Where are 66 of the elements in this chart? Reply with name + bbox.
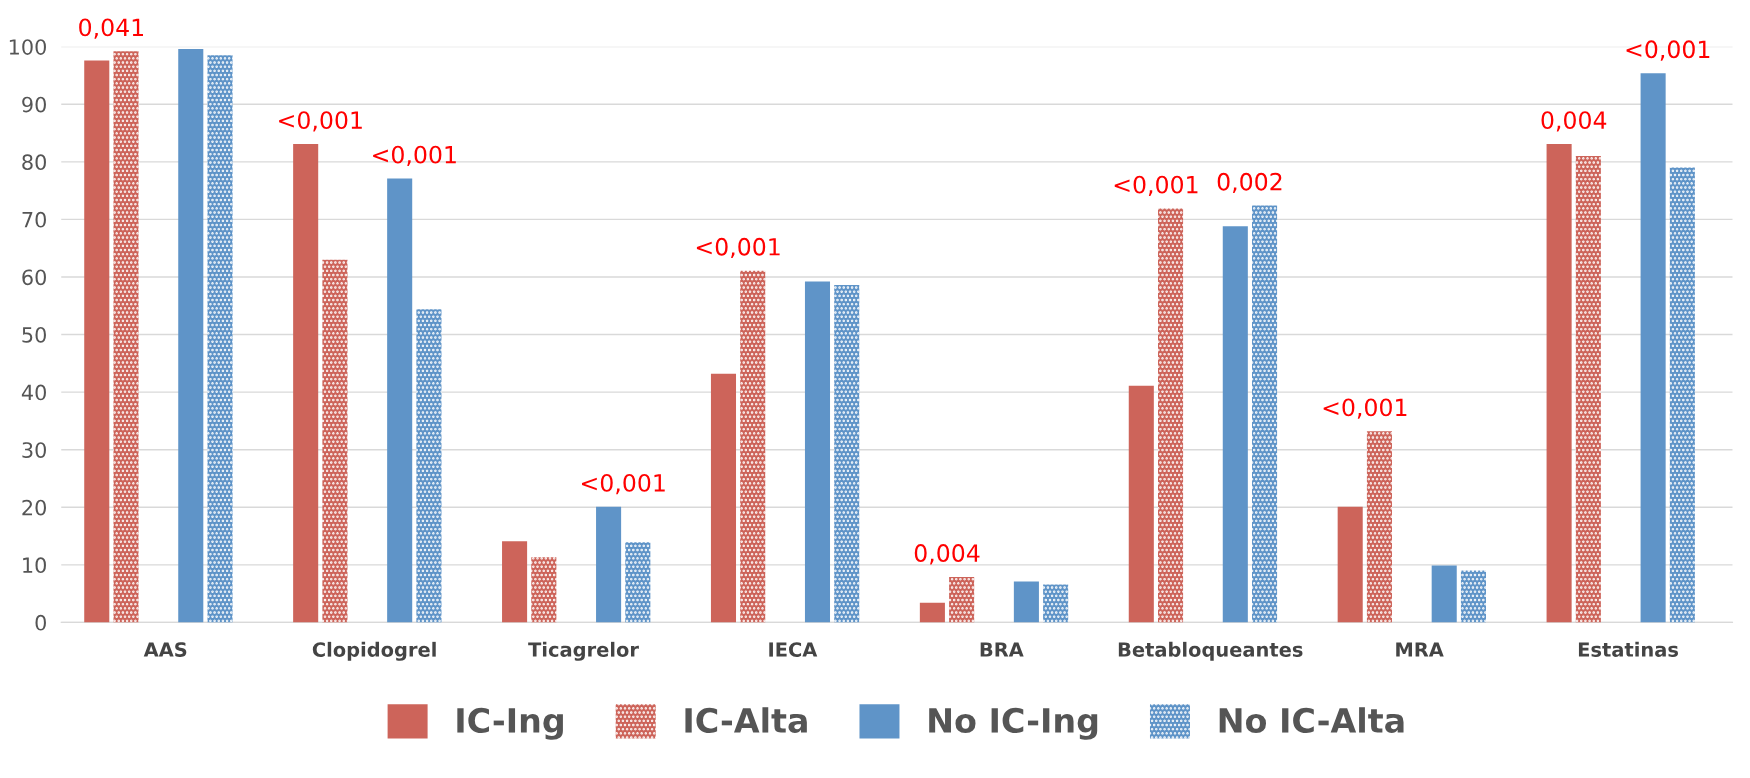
y-tick-label: 70 <box>22 211 46 228</box>
bar <box>1546 143 1572 623</box>
bar <box>1460 570 1486 623</box>
bar <box>1640 73 1666 623</box>
bar <box>625 542 651 623</box>
bar <box>740 270 766 623</box>
x-tick-label: Ticagrelor <box>528 641 639 661</box>
bar <box>1222 226 1248 623</box>
x-tick-label: MRA <box>1396 642 1444 657</box>
bar <box>1158 208 1184 623</box>
bar <box>1043 584 1069 623</box>
annotation: <0,001 <box>279 111 362 132</box>
bar <box>804 281 831 623</box>
bar <box>113 51 139 623</box>
bar <box>710 373 737 623</box>
annotation: <0,001 <box>1114 175 1198 196</box>
legend-label: IC-Alta <box>685 707 807 734</box>
legend-label: No IC-Alta <box>1219 707 1404 734</box>
y-tick-label: 50 <box>22 326 46 343</box>
bar <box>834 285 860 623</box>
y-tick-label: 100 <box>9 39 46 55</box>
x-tick-label: Betabloqueantes <box>1118 641 1303 661</box>
y-tick-label: 0 <box>35 614 46 631</box>
bar <box>1013 581 1039 623</box>
y-tick-label: 10 <box>23 557 46 574</box>
x-tick-label: BRA <box>980 642 1024 657</box>
annotation: <0,001 <box>373 145 456 166</box>
bar <box>919 602 945 623</box>
bar <box>596 506 622 623</box>
text: 0,041 <box>79 18 143 39</box>
y-tick-label: 90 <box>22 96 46 113</box>
bar <box>531 557 557 623</box>
annotation: 0,004 <box>1541 111 1607 132</box>
annotation: <0,001 <box>1323 398 1407 419</box>
x-tick-label: AAS <box>143 642 187 657</box>
bar <box>1669 167 1695 623</box>
bar <box>84 60 110 623</box>
bar <box>502 541 528 623</box>
x-tick-label: Estatinas <box>1578 641 1679 657</box>
annotation: <0,001 <box>696 237 780 259</box>
annotation: 0,004 <box>914 544 980 565</box>
bar <box>322 259 348 623</box>
bar <box>1431 565 1457 623</box>
x-tick-label: Clopidogrel <box>312 641 436 661</box>
bar <box>1337 506 1363 623</box>
y-tick-label: 20 <box>22 499 46 516</box>
bar <box>1575 156 1601 623</box>
y-tick-label: 40 <box>21 384 46 401</box>
y-tick-label: 80 <box>22 154 46 171</box>
annotation: <0,001 <box>1626 40 1710 61</box>
bar <box>293 143 319 623</box>
bar <box>1128 385 1154 623</box>
x-tick-label: IECA <box>769 642 818 657</box>
annotation: 0,002 <box>1217 172 1282 194</box>
bar <box>949 576 975 623</box>
legend-label: IC-Ing <box>457 707 563 740</box>
bar <box>416 309 442 623</box>
bar <box>1252 205 1278 623</box>
bar <box>207 55 233 623</box>
bar <box>387 178 413 623</box>
y-tick-label: 30 <box>22 442 46 458</box>
legend-label: No IC-Ing <box>929 707 1098 740</box>
annotation: <0,001 <box>582 473 665 495</box>
bar <box>1366 431 1392 623</box>
y-tick-label: 60 <box>22 269 46 286</box>
bar <box>178 48 204 623</box>
